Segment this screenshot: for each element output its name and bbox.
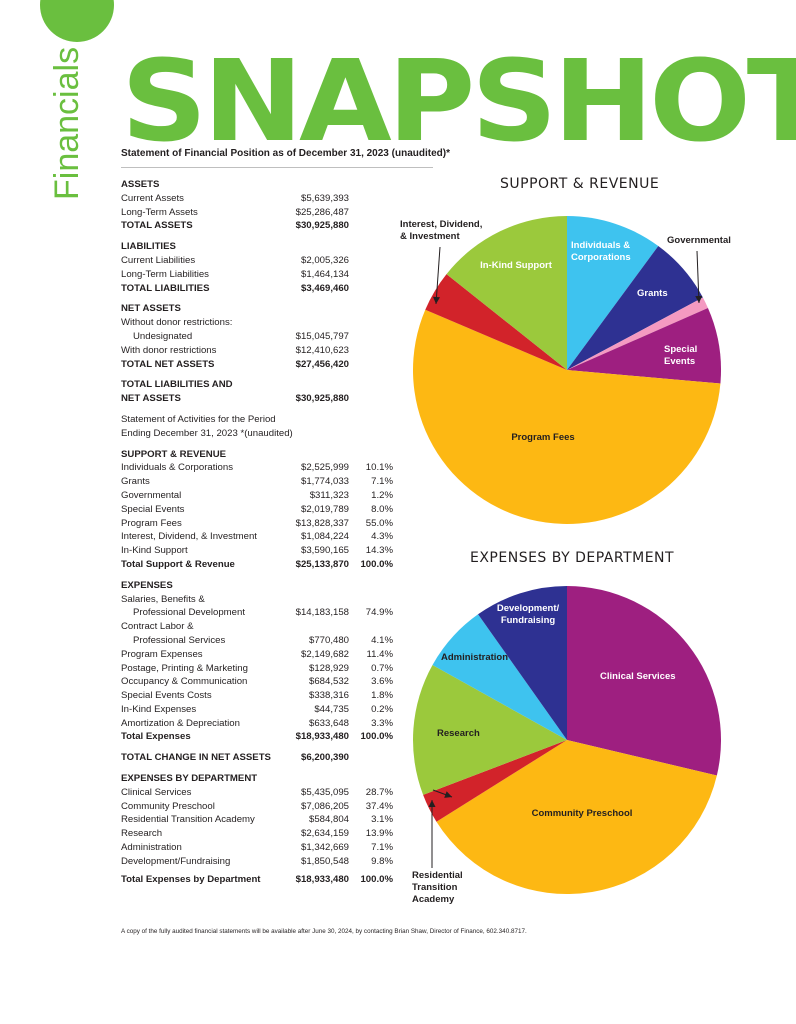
statement-row: Salaries, Benefits & — [121, 593, 205, 605]
slice-label-program-fees: Program Fees — [511, 432, 574, 443]
chart-title-departments: EXPENSES BY DEPARTMENT — [470, 550, 675, 566]
statement-row: Interest, Dividend, & Investment $1,084,2… — [121, 531, 393, 543]
statement-row: Professional Services $770,480 4.1% — [133, 634, 393, 646]
statement-row: Clinical Services $5,435,095 28.7% — [121, 786, 393, 798]
statement-row: Contract Labor & — [121, 621, 194, 633]
statement-row: With donor restrictions $12,410,623 — [121, 344, 349, 356]
total-liabilities-net-assets-line1: TOTAL LIABILITIES AND — [121, 379, 233, 391]
statement-row: Postage, Printing & Marketing $128,929 0.7… — [121, 662, 393, 674]
pie-slice-individuals-corporations — [567, 216, 659, 370]
statement-row: In-Kind Support $3,590,165 14.3% — [121, 545, 393, 557]
slice-label-administration: Administration — [441, 652, 508, 663]
pie-slice-residential-transition-academy — [423, 740, 567, 822]
statement-row: Program Fees $13,828,337 55.0% — [121, 517, 393, 529]
statement-row: Professional Development $14,183,158 74.9% — [133, 607, 393, 619]
section-heading-net-assets: NET ASSETS — [121, 303, 181, 315]
pie-slice-program-fees — [412, 309, 721, 525]
statement-row: Research $2,634,159 13.9% — [121, 828, 393, 840]
slice-label-grants: Grants — [637, 288, 668, 299]
statement-row: Governmental $311,323 1.2% — [121, 489, 393, 501]
pie-slice-development-fundraising — [478, 586, 567, 740]
statement-row: Undesignated $15,045,797 — [133, 330, 349, 342]
divider — [121, 167, 433, 168]
leader-arrow — [444, 791, 452, 798]
statement-row: Administration $1,342,669 7.1% — [121, 842, 393, 854]
total-row-assets: TOTAL ASSETS $30,925,880 — [121, 220, 349, 232]
statement-row: Long-Term Liabilities $1,464,134 — [121, 268, 349, 280]
section-heading-support: SUPPORT & REVENUE — [121, 448, 227, 460]
section-heading-expenses: EXPENSES — [121, 579, 173, 591]
total-row-expenses: Total Expenses $18,933,480 100.0% — [121, 731, 393, 743]
slice-label-research: Research — [437, 728, 480, 739]
slice-label-community-preschool: Community Preschool — [532, 808, 633, 819]
slice-label-individuals-corporations: Individuals & Corporations — [571, 240, 631, 263]
slice-label-development-fundraising: Development/Fundraising — [497, 603, 560, 626]
slice-label-in-kind-support: In-Kind Support — [480, 260, 553, 271]
page-title: SNAPSHOT — [121, 37, 796, 167]
section-heading-assets: ASSETS — [121, 179, 160, 190]
statement-row: Individuals & Corporations $2,525,999 10.1… — [121, 462, 393, 474]
statement-row: Special Events $2,019,789 8.0% — [121, 503, 393, 515]
slice-label-clinical-services: Clinical Services — [600, 671, 676, 682]
statement-row: Residential Transition Academy $584,804 3.… — [121, 814, 393, 826]
pie-slice-interest-dividend-investment — [425, 274, 567, 370]
total-row-net-assets: TOTAL NET ASSETS $27,456,420 — [121, 358, 349, 370]
slice-label-governmental: Governmental — [667, 235, 731, 246]
statement-row: Grants $1,774,033 7.1% — [121, 476, 393, 488]
total-row-support: Total Support & Revenue $25,133,870 100.0% — [121, 558, 393, 570]
pie-chart-departments: Clinical Services Community Preschool Resi… — [412, 586, 721, 905]
side-title: Financials — [48, 46, 86, 200]
pie-slice-in-kind-support — [446, 216, 567, 370]
pie-slice-clinical-services — [567, 586, 721, 776]
pie-slice-research — [412, 664, 567, 795]
activities-caption: Ending December 31, 2023 *(unaudited) — [121, 427, 293, 439]
statement-row: Community Preschool $7,086,205 37.4% — [121, 800, 393, 812]
statement-row: Development/Fundraising $1,850,548 9.8% — [121, 855, 393, 867]
leader-arrow — [428, 800, 436, 807]
statement-row: Long-Term Assets $25,286,487 — [121, 206, 349, 218]
financial-statement: ASSETS Current Assets $5,639,393 Long-Ter… — [121, 178, 411, 886]
pie-slice-grants — [567, 245, 703, 370]
total-liabilities-net-assets-line2: NET ASSETS $30,925,880 — [121, 393, 349, 405]
statement-row: Amortization & Depreciation $633,648 3.3% — [121, 717, 393, 729]
pie-slice-community-preschool — [436, 740, 717, 894]
slice-label-residential-transition-academy: Residential Transition Academy — [412, 870, 463, 905]
statement-row: In-Kind Expenses $44,735 0.2% — [121, 703, 393, 715]
statement-row: Current Liabilities $2,005,326 — [121, 254, 349, 266]
section-heading-liabilities: LIABILITIES — [121, 241, 176, 253]
slice-label-interest-dividend-investment: Interest, Dividend, & Investment — [400, 219, 482, 242]
statement-row: Program Expenses $2,149,682 11.4% — [121, 648, 393, 660]
leader-line — [696, 250, 700, 304]
total-row-liabilities: TOTAL LIABILITIES $3,469,460 — [121, 282, 349, 294]
section-heading-departments: EXPENSES BY DEPARTMENT — [121, 773, 258, 785]
leader-arrow — [432, 296, 440, 304]
pie-slice-governmental — [567, 297, 708, 370]
slice-label-special-events: Special Events — [664, 344, 697, 367]
statement-row: Current Assets $5,639,393 — [121, 192, 349, 204]
chart-title-support: SUPPORT & REVENUE — [500, 176, 660, 192]
statement-row: Special Events Costs $338,316 1.8% — [121, 690, 393, 702]
pie-slice-administration — [432, 614, 567, 740]
statement-row: Occupancy & Communication $684,532 3.6% — [121, 676, 393, 688]
pie-slice-special-events — [567, 307, 722, 384]
page-subtitle: Statement of Financial Position as of De… — [121, 148, 450, 159]
leader-line — [435, 246, 441, 305]
total-change-net-assets: TOTAL CHANGE IN NET ASSETS $6,200,390 — [121, 752, 349, 764]
decorative-circle — [40, 0, 114, 42]
total-row-departments: Total Expenses by Department $18,933,480 1… — [121, 873, 393, 885]
pie-chart-support: Individuals & Corporations Grants Governmen… — [400, 216, 731, 525]
activities-caption: Statement of Activities for the Period — [121, 413, 276, 425]
statement-row: Without donor restrictions: — [121, 317, 233, 329]
leader-arrow — [695, 295, 703, 303]
footnote: A copy of the fully audited financial st… — [121, 928, 527, 935]
